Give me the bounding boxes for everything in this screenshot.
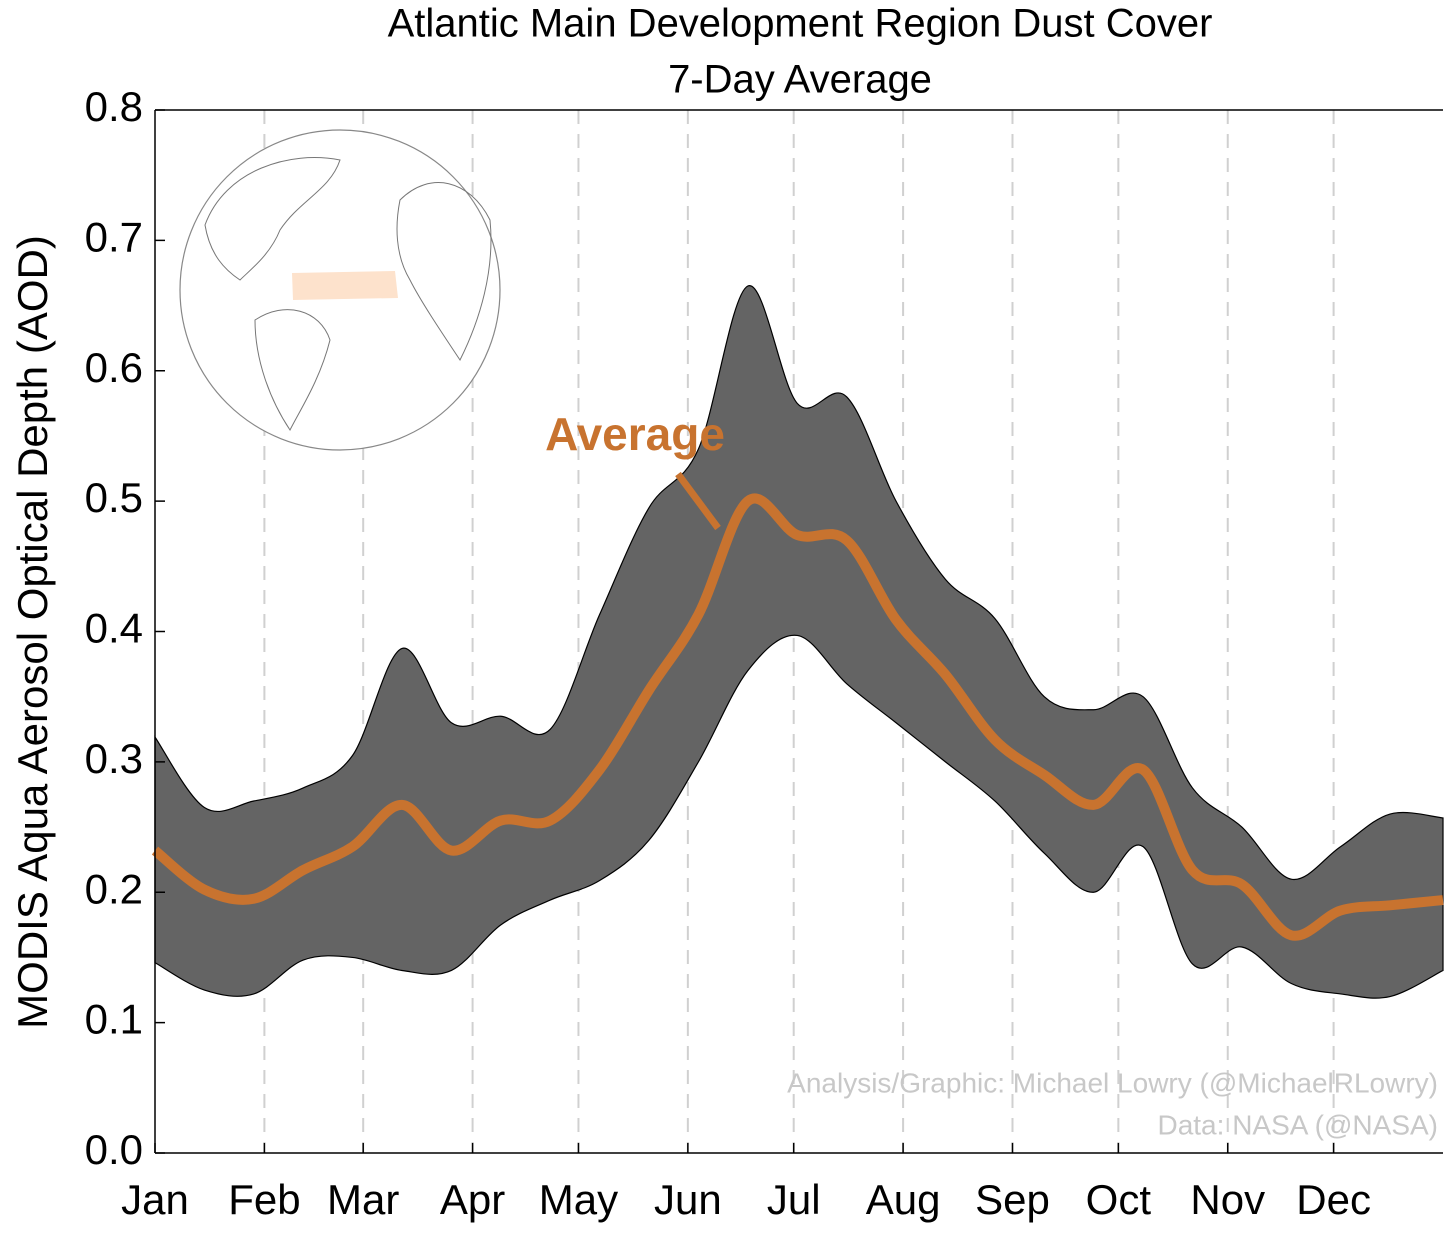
globe-inset	[179, 129, 501, 451]
x-tick-label: Jan	[121, 1176, 189, 1223]
y-tick-label: 0.6	[85, 344, 143, 391]
x-tick-label: May	[539, 1176, 618, 1223]
annotation: Average	[545, 408, 725, 460]
y-tick-label: 0.4	[85, 605, 143, 652]
x-tick-label: Dec	[1296, 1176, 1371, 1223]
x-tick-label: Jul	[767, 1176, 821, 1223]
credit: Analysis/Graphic: Michael Lowry (@Michae…	[787, 1067, 1438, 1098]
credit: Data: NASA (@NASA)	[1157, 1109, 1438, 1140]
x-tick-label: Nov	[1190, 1176, 1265, 1223]
y-tick-label: 0.5	[85, 474, 143, 521]
x-tick-label: Feb	[228, 1176, 300, 1223]
y-tick-label: 0.3	[85, 735, 143, 782]
x-tick-label: Sep	[975, 1176, 1050, 1223]
average-line	[151, 493, 1444, 941]
y-axis-label: MODIS Aqua Aerosol Optical Depth (AOD)	[9, 235, 56, 1029]
x-tick-label: Mar	[327, 1176, 399, 1223]
y-tick-label: 0.0	[85, 1126, 143, 1173]
y-tick-label: 0.2	[85, 865, 143, 912]
x-tick-label: Apr	[440, 1176, 505, 1223]
continent-outline	[204, 157, 492, 431]
region	[292, 271, 398, 300]
chart-subtitle: 7-Day Average	[668, 58, 932, 102]
range-band	[154, 285, 1444, 999]
x-tick-label: Jun	[654, 1176, 722, 1223]
annotation-leader	[675, 471, 721, 531]
y-tick-label: 0.1	[85, 996, 143, 1043]
chart-title: Atlantic Main Development Region Dust Co…	[388, 2, 1213, 46]
x-tick-label: Oct	[1086, 1176, 1152, 1223]
y-tick-label: 0.7	[85, 213, 143, 260]
y-tick-label: 0.8	[85, 83, 143, 130]
x-tick-label: Aug	[866, 1176, 941, 1223]
